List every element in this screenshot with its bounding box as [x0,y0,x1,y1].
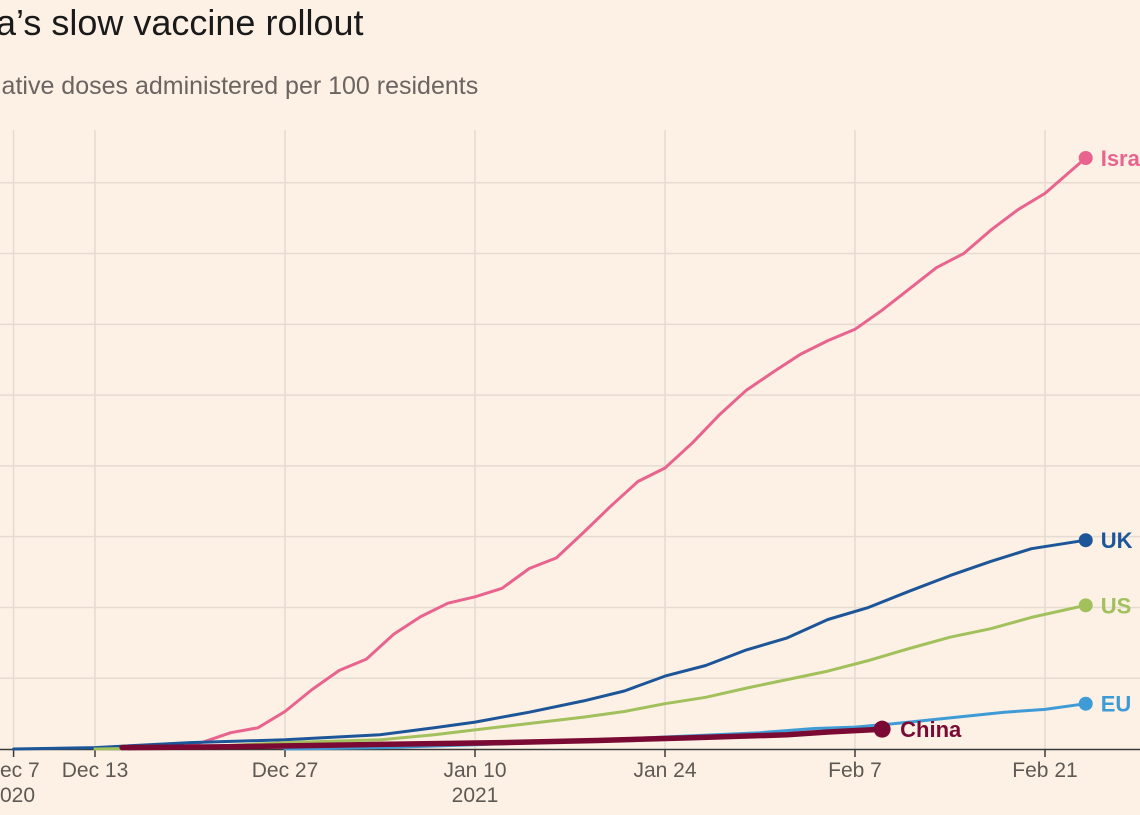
end-marker-eu [1078,696,1093,711]
x-tick-label-year: 2021 [452,784,499,807]
series-line-israel [174,156,1088,750]
series-layer [12,156,1088,751]
series-label-eu: EU [1101,692,1132,717]
x-tick-label: ec 7 [0,759,40,782]
chart-title: a’s slow vaccine rollout [0,2,364,43]
x-tick-label-year: 020 [0,784,35,807]
series-line-us [93,603,1088,751]
end-marker-china [873,720,891,738]
x-tick-label: Dec 27 [252,759,319,782]
x-tick-label: Dec 13 [62,759,129,782]
series-label-china: China [900,717,962,742]
label-layer: Israel UK US EU China [873,146,1140,742]
x-tick-label: Feb 21 [1012,759,1077,782]
series-label-israel: Israel [1101,146,1140,171]
series-label-uk: UK [1101,528,1133,553]
series-line-china [119,726,885,751]
chart-subtitle: lative doses administered per 100 reside… [0,72,479,100]
series-label-us: US [1101,593,1132,618]
x-tick-label: Feb 7 [828,759,882,782]
x-tick-label: Jan 24 [633,759,696,782]
series-line-uk [12,538,1088,751]
grid-layer [0,130,1140,749]
x-tick-label: Jan 10 [443,759,506,782]
end-marker-uk [1078,533,1093,548]
end-marker-israel [1078,151,1093,166]
end-marker-us [1078,598,1093,613]
